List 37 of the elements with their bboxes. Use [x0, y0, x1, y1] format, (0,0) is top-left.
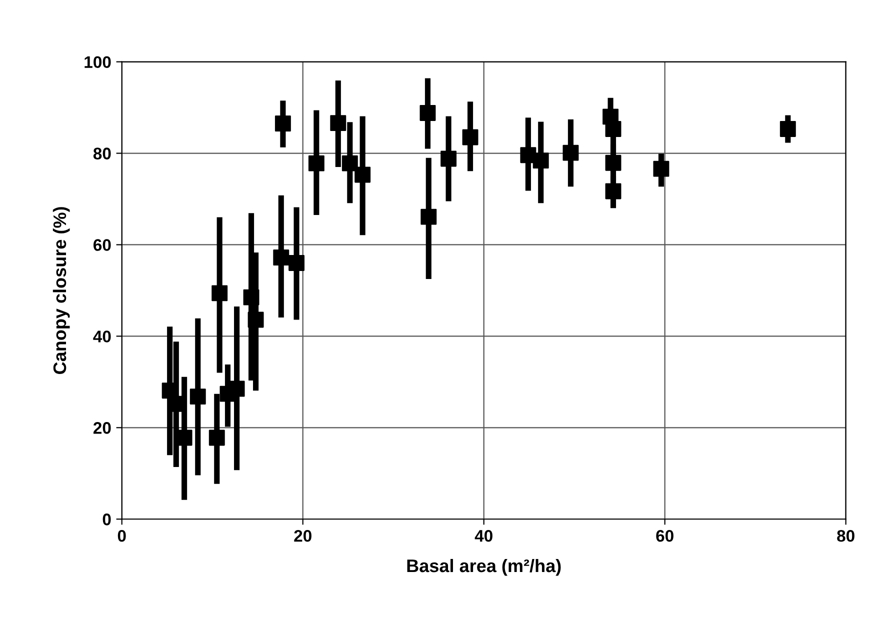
y-axis-title: Canopy closure (%): [52, 207, 70, 374]
point: [532, 152, 549, 169]
y-tick-label: 80: [93, 148, 111, 160]
point: [462, 129, 478, 146]
y-tick-label: 60: [94, 239, 111, 251]
point: [208, 430, 225, 446]
y-tick-label: 40: [93, 330, 111, 342]
point: [288, 255, 304, 271]
point: [605, 154, 622, 171]
point: [212, 285, 228, 302]
point: [273, 250, 290, 266]
x-tick-label: 80: [837, 530, 854, 542]
point: [190, 388, 206, 405]
point: [274, 116, 291, 132]
x-axis-title: Basal area (m²/ha): [407, 558, 561, 576]
point: [420, 208, 437, 225]
point: [420, 105, 436, 121]
point: [653, 160, 670, 177]
point: [780, 121, 796, 138]
point: [308, 155, 324, 172]
point: [342, 155, 358, 172]
point: [330, 115, 346, 132]
point: [354, 166, 371, 183]
x-tick-label: 20: [294, 530, 312, 542]
x-tick-label: 40: [474, 530, 492, 542]
point: [562, 144, 579, 161]
y-tick-label: 20: [93, 422, 111, 434]
x-tick-label: 60: [656, 530, 674, 542]
point: [228, 380, 245, 397]
point: [605, 121, 622, 138]
point: [440, 150, 457, 167]
x-tick-label: 0: [118, 530, 126, 542]
point: [605, 183, 622, 200]
y-tick-label: 0: [102, 514, 111, 526]
y-tick-label: 100: [84, 56, 111, 68]
point: [248, 312, 264, 328]
point: [243, 289, 260, 306]
